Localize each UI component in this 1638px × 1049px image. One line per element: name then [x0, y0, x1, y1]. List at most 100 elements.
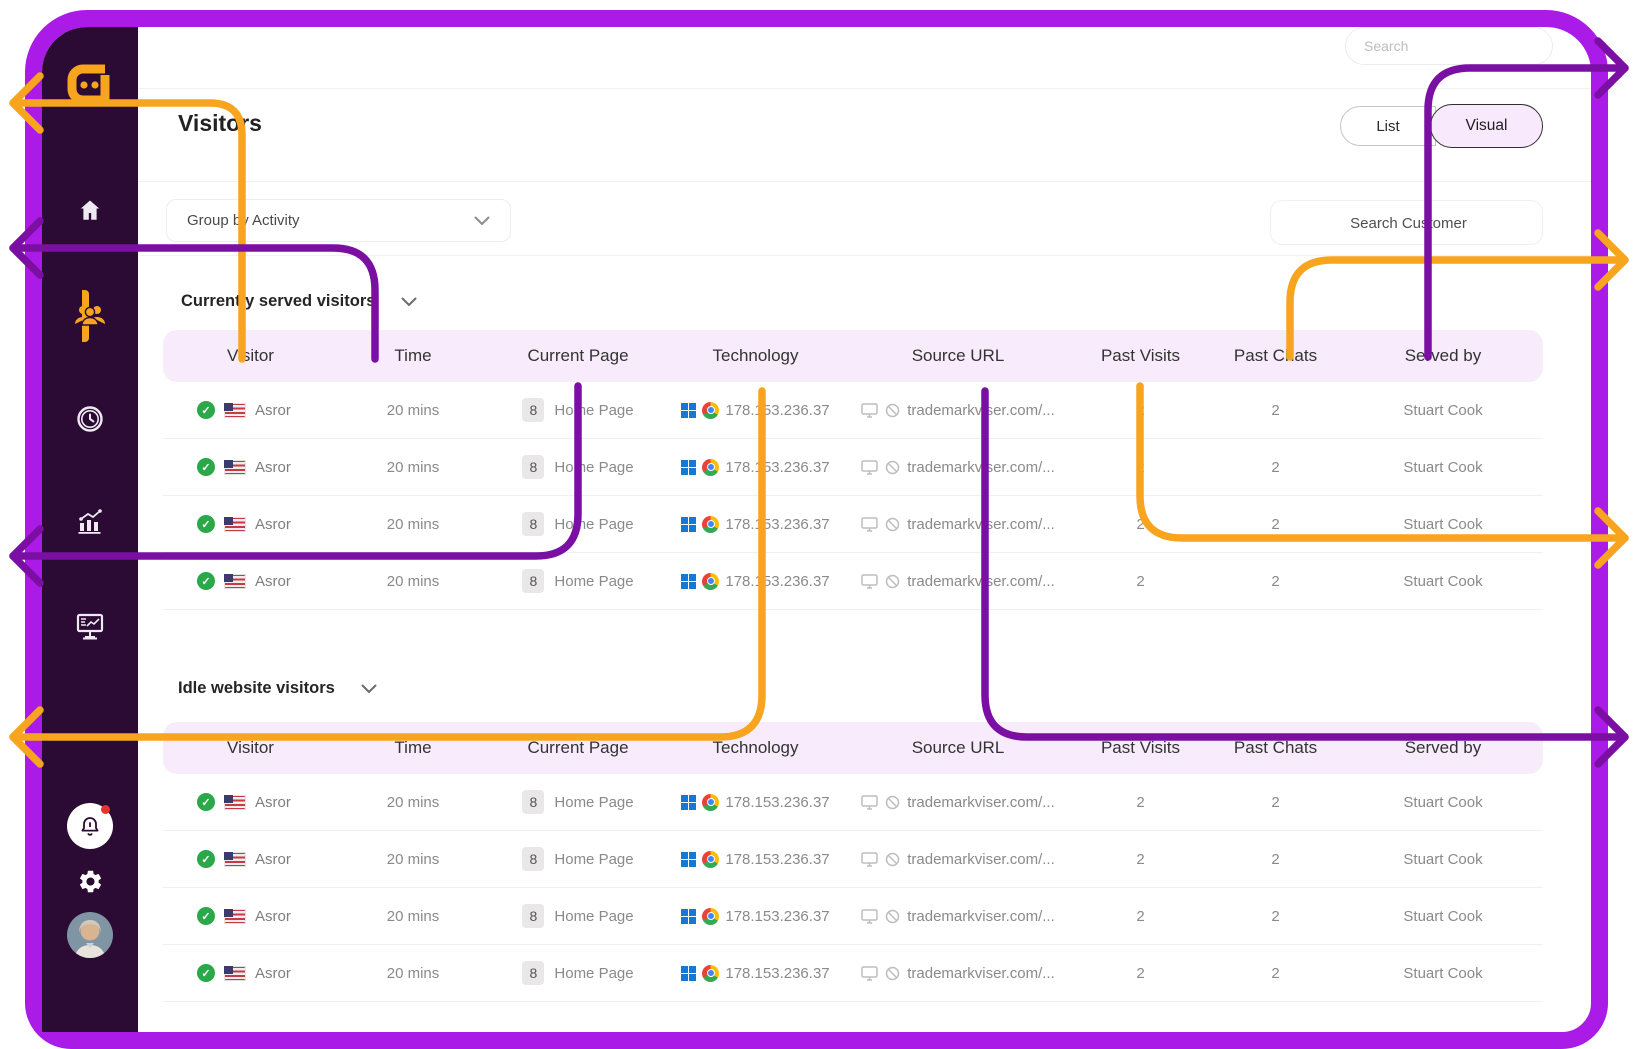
sidebar-item-analytics[interactable]: [42, 497, 138, 545]
source-url[interactable]: trademarkviser.com/...: [907, 401, 1055, 419]
source-url[interactable]: trademarkviser.com/...: [907, 458, 1055, 476]
source-url-cell: trademarkviser.com/...: [843, 516, 1073, 533]
chrome-icon: [702, 793, 720, 811]
windows-icon: [681, 965, 697, 981]
chevron-down-icon[interactable]: [401, 297, 417, 307]
current-page-label: Home Page: [554, 572, 634, 590]
global-search[interactable]: [1345, 27, 1553, 65]
ip-address: 178.153.236.37: [725, 515, 830, 533]
windows-icon: [681, 908, 697, 924]
col-visitor[interactable]: Visitor: [227, 346, 274, 365]
search-customer-box[interactable]: [1270, 200, 1546, 246]
global-search-input[interactable]: [1362, 37, 1547, 55]
served-by-value: Stuart Cook: [1403, 850, 1483, 868]
time-value: 20 mins: [386, 458, 440, 476]
home-icon: [80, 200, 100, 220]
us-flag-icon: [224, 573, 246, 589]
technology-cell: 178.153.236.37: [668, 793, 843, 811]
blocked-icon: [885, 852, 900, 866]
divider: [138, 255, 1591, 256]
table-row[interactable]: Asror 20 mins 8 Home Page 178.153.236.37…: [163, 888, 1543, 945]
technology-cell: 178.153.236.37: [668, 401, 843, 419]
col-past-chats[interactable]: Past Chats: [1233, 738, 1318, 757]
notification-bell-circle: [67, 803, 113, 849]
served-by-value: Stuart Cook: [1403, 907, 1483, 925]
time-value: 20 mins: [386, 515, 440, 533]
app-logo[interactable]: [42, 55, 138, 115]
current-page-label: Home Page: [554, 515, 634, 533]
source-url-cell: trademarkviser.com/...: [843, 851, 1073, 868]
past-visits-value: 2: [1136, 793, 1145, 811]
ip-address: 178.153.236.37: [725, 907, 830, 925]
col-current-page[interactable]: Current Page: [527, 346, 629, 365]
sidebar: [42, 27, 138, 1032]
visitor-cell: Asror: [163, 572, 338, 590]
sidebar-item-visitors[interactable]: [42, 291, 138, 339]
chrome-icon: [702, 401, 720, 419]
us-flag-icon: [224, 908, 246, 924]
logo-icon: [67, 64, 110, 105]
chrome-icon: [702, 572, 720, 590]
source-url[interactable]: trademarkviser.com/...: [907, 793, 1055, 811]
col-served-by[interactable]: Served by: [1404, 738, 1482, 757]
online-status-icon: [197, 458, 215, 476]
col-served-by[interactable]: Served by: [1404, 346, 1482, 365]
ip-address: 178.153.236.37: [725, 964, 830, 982]
windows-icon: [681, 516, 697, 532]
col-source-url[interactable]: Source URL: [911, 738, 1005, 757]
table-row[interactable]: Asror 20 mins 8 Home Page 178.153.236.37…: [163, 553, 1543, 610]
table-row[interactable]: Asror 20 mins 8 Home Page 178.153.236.37…: [163, 831, 1543, 888]
col-source-url[interactable]: Source URL: [911, 346, 1005, 365]
sidebar-item-reports[interactable]: [42, 602, 138, 650]
table-row[interactable]: Asror 20 mins 8 Home Page 178.153.236.37…: [163, 439, 1543, 496]
table-row[interactable]: Asror 20 mins 8 Home Page 178.153.236.37…: [163, 496, 1543, 553]
section-title-currently-served: Currently served visitors: [181, 292, 417, 311]
col-past-visits[interactable]: Past Visits: [1100, 346, 1181, 365]
view-toggle-list-button[interactable]: List: [1340, 106, 1436, 146]
view-toggle-visual-button[interactable]: Visual: [1430, 104, 1543, 148]
table-row[interactable]: Asror 20 mins 8 Home Page 178.153.236.37…: [163, 945, 1543, 1002]
desktop-icon: [861, 459, 878, 475]
desktop-icon: [861, 573, 878, 589]
page-count-badge: 8: [522, 790, 545, 814]
sidebar-item-notifications[interactable]: [42, 802, 138, 850]
col-time[interactable]: Time: [394, 346, 432, 365]
currently-served-table: Visitor Time Current Page Technology Sou…: [163, 330, 1543, 610]
current-page-cell: 8 Home Page: [488, 512, 668, 536]
col-past-visits[interactable]: Past Visits: [1100, 738, 1181, 757]
source-url[interactable]: trademarkviser.com/...: [907, 572, 1055, 590]
col-time[interactable]: Time: [394, 738, 432, 757]
sidebar-item-history[interactable]: [42, 395, 138, 443]
source-url[interactable]: trademarkviser.com/...: [907, 850, 1055, 868]
us-flag-icon: [224, 794, 246, 810]
section-title-idle-visitors: Idle website visitors: [178, 679, 377, 698]
sidebar-item-home[interactable]: [42, 186, 138, 234]
source-url[interactable]: trademarkviser.com/...: [907, 907, 1055, 925]
table-row[interactable]: Asror 20 mins 8 Home Page 178.153.236.37…: [163, 382, 1543, 439]
current-page-label: Home Page: [554, 458, 634, 476]
col-technology[interactable]: Technology: [712, 738, 799, 757]
source-url[interactable]: trademarkviser.com/...: [907, 964, 1055, 982]
source-url[interactable]: trademarkviser.com/...: [907, 515, 1055, 533]
desktop-icon: [861, 516, 878, 532]
col-visitor[interactable]: Visitor: [227, 738, 274, 757]
table-row[interactable]: Asror 20 mins 8 Home Page 178.153.236.37…: [163, 774, 1543, 831]
col-current-page[interactable]: Current Page: [527, 738, 629, 757]
time-value: 20 mins: [386, 850, 440, 868]
sidebar-item-profile[interactable]: [42, 907, 138, 963]
online-status-icon: [197, 793, 215, 811]
group-by-dropdown[interactable]: Group by Activity: [166, 199, 511, 242]
current-page-label: Home Page: [554, 964, 634, 982]
visitor-name: Asror: [255, 850, 291, 868]
past-visits-value: 2: [1136, 458, 1145, 476]
sidebar-item-settings[interactable]: [42, 857, 138, 905]
chevron-down-icon[interactable]: [361, 684, 377, 694]
search-customer-input[interactable]: [1271, 201, 1546, 246]
visitor-cell: Asror: [163, 793, 338, 811]
col-technology[interactable]: Technology: [712, 346, 799, 365]
section-title-label: Idle website visitors: [178, 679, 335, 697]
chrome-icon: [702, 515, 720, 533]
col-past-chats[interactable]: Past Chats: [1233, 346, 1318, 365]
technology-cell: 178.153.236.37: [668, 850, 843, 868]
